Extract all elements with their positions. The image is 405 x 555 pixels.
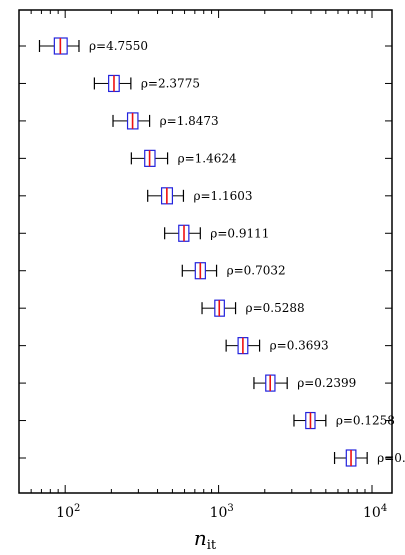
row-label: ρ=0.1258: [336, 414, 395, 428]
row-label: ρ=0.2399: [297, 376, 356, 390]
box-row: ρ=0.7032: [181, 262, 286, 280]
box-row: ρ=1.1603: [147, 187, 253, 205]
x-tick-label: 104: [363, 503, 387, 521]
box-series: ρ=4.7550 ρ=2.3775 ρ=1.8473 ρ=1.4624 ρ=1.1603…: [38, 37, 405, 467]
x-axis-ticks: 102 103 104: [18, 10, 387, 521]
row-label: ρ=1.4624: [178, 151, 237, 165]
x-axis-label: nit: [194, 526, 217, 553]
row-label: ρ=1.1603: [193, 189, 252, 203]
box-row: ρ=2.3775: [93, 74, 200, 93]
x-axis-label-subscript: it: [207, 538, 217, 553]
box-row: ρ=1.4624: [130, 149, 237, 167]
box-row: ρ=0.3693: [225, 337, 329, 355]
box-row: ρ=0.1258: [293, 411, 395, 430]
box-row: ρ=0.2399: [253, 374, 356, 392]
box-row: ρ=0.06288: [333, 449, 405, 467]
row-label: ρ=4.7550: [89, 39, 148, 53]
box-row: ρ=0.9111: [164, 224, 269, 242]
row-label: ρ=0.3693: [270, 339, 329, 353]
box-row: ρ=4.7550: [38, 37, 148, 55]
x-tick-label: 102: [56, 503, 80, 521]
y-axis-ticks: [19, 45, 392, 459]
box-row: ρ=0.5288: [201, 299, 305, 317]
row-label: ρ=0.7032: [227, 264, 286, 278]
row-label: ρ=1.8473: [160, 114, 219, 128]
x-tick-label: 103: [210, 503, 234, 521]
row-label: ρ=0.9111: [210, 226, 269, 240]
plot-area-frame: [18, 9, 393, 494]
box-row: ρ=1.8473: [112, 112, 219, 130]
row-label: ρ=0.5288: [246, 301, 305, 315]
row-label: ρ=2.3775: [141, 76, 200, 90]
row-label: ρ=0.06288: [377, 451, 405, 465]
